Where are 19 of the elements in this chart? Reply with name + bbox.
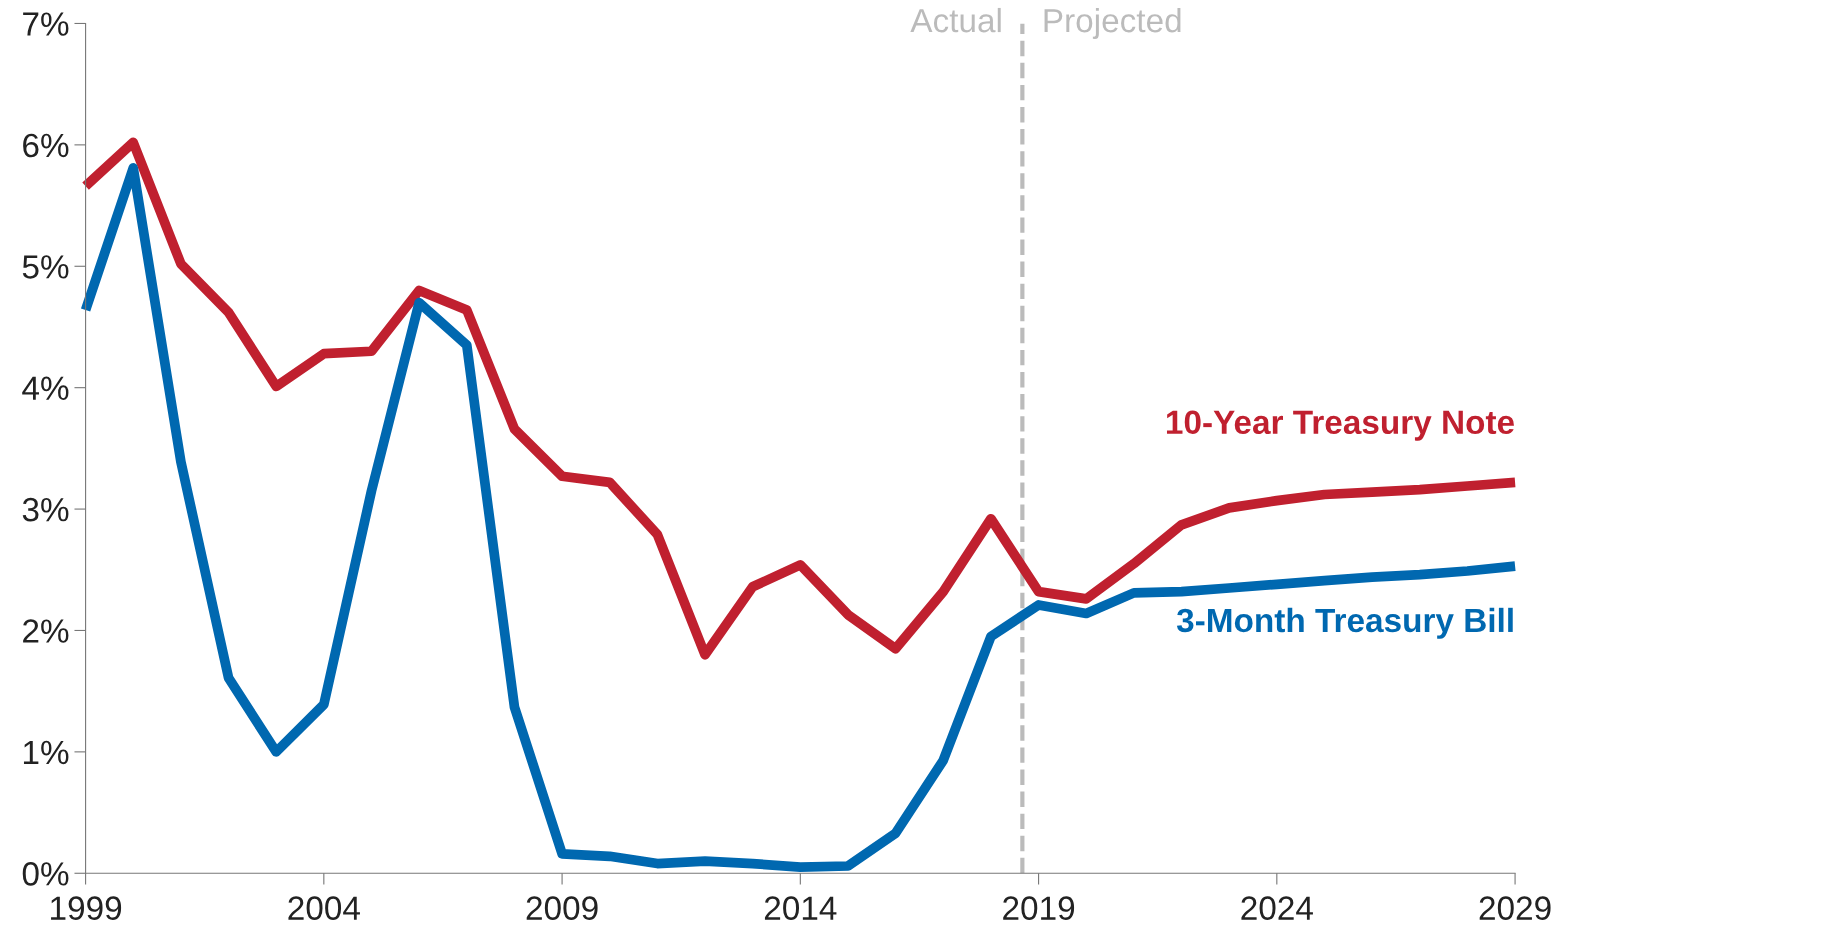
x-tick-label: 2024 [1241, 896, 1313, 920]
x-tick-label: 2004 [288, 896, 360, 920]
series-label: 3-Month Treasury Bill [1176, 607, 1513, 639]
x-tick-label: 2014 [764, 896, 837, 920]
y-tick-label: 3% [22, 497, 69, 522]
y-tick-label: 2% [23, 619, 69, 643]
y-tick-label: 1% [23, 740, 69, 765]
annotation: Projected [1044, 7, 1181, 40]
y-tick-label: 5% [22, 255, 69, 279]
y-tick-label: 6% [23, 133, 69, 158]
annotation: Actual [910, 7, 1001, 33]
x-tick-label: 2029 [1479, 896, 1551, 920]
y-tick-label: 7% [23, 12, 69, 36]
x-tick-label: 2019 [1003, 896, 1075, 920]
x-tick-label: 1999 [51, 896, 122, 920]
x-tick-label: 2009 [526, 896, 598, 920]
y-tick-label: 4% [22, 376, 69, 400]
series-label: 10-Year Treasury Note [1166, 410, 1514, 441]
y-tick-label: 0% [22, 862, 69, 886]
